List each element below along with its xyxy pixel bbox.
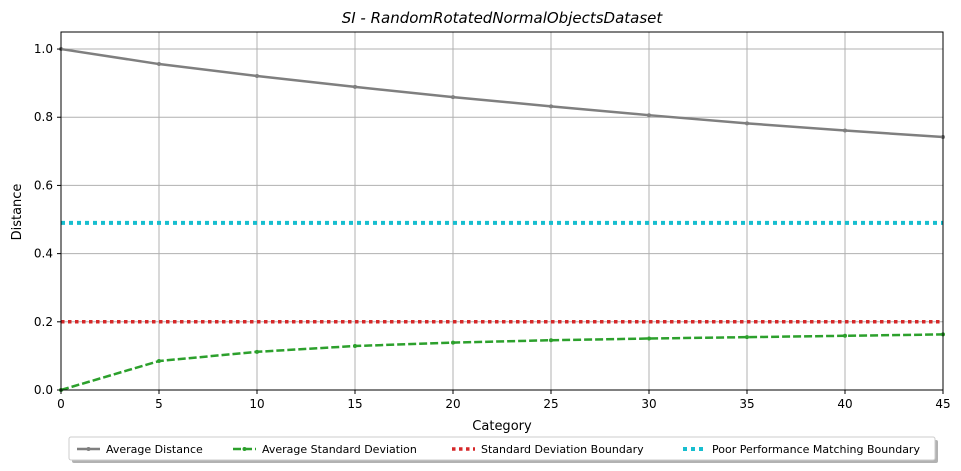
- x-tick-label: 35: [739, 397, 754, 411]
- plot-frame: [60, 31, 944, 391]
- data-point-average-distance: [353, 84, 357, 89]
- x-tick-label: 45: [935, 397, 950, 411]
- series-line-average-distance: [59, 47, 945, 139]
- x-tick-label: 25: [543, 397, 558, 411]
- data-point-average-standard-deviation: [647, 336, 651, 341]
- legend-marker-average-distance: [86, 447, 91, 451]
- data-point-average-distance: [451, 95, 455, 100]
- data-point-average-distance: [549, 104, 553, 109]
- data-point-average-standard-deviation: [157, 359, 161, 364]
- x-tick-label: 40: [837, 397, 852, 411]
- data-point-average-distance: [843, 128, 847, 133]
- data-point-average-standard-deviation: [255, 349, 259, 354]
- y-tick-label: 0.6: [34, 178, 53, 192]
- x-tick-label: 30: [641, 397, 656, 411]
- y-tick-label: 0.4: [34, 247, 53, 261]
- x-tick-label: 5: [155, 397, 163, 411]
- legend-label-poor-performance-matching-boundary: Poor Performance Matching Boundary: [712, 443, 920, 456]
- data-point-average-distance: [745, 121, 749, 126]
- legend-label-average-standard-deviation: Average Standard Deviation: [262, 443, 417, 456]
- chart-title: SI - RandomRotatedNormalObjectsDataset: [342, 9, 664, 27]
- data-point-average-standard-deviation: [353, 344, 357, 349]
- data-point-average-distance: [255, 73, 259, 78]
- legend-marker-average-standard-deviation: [242, 447, 247, 451]
- legend: Average Distance Average Standard Deviati…: [68, 436, 938, 463]
- x-tick-label: 0: [57, 397, 65, 411]
- y-axis-label: Distance: [10, 184, 25, 241]
- x-axis-label: Category: [472, 419, 532, 434]
- y-tick-label: 1.0: [34, 42, 53, 56]
- data-point-average-distance: [647, 113, 651, 118]
- legend-box: [68, 436, 936, 461]
- data-point-average-standard-deviation: [549, 338, 553, 343]
- y-tick-label: 0.2: [34, 315, 53, 329]
- data-point-average-standard-deviation: [843, 333, 847, 338]
- y-axis: 0.0 0.2 0.4 0.6 0.8 1.0: [34, 42, 61, 397]
- legend-items: Average Distance Average Standard Deviati…: [77, 443, 920, 456]
- x-tick-label: 20: [445, 397, 460, 411]
- x-axis: 0 5 10 15 20 25 30 35 40 45: [57, 390, 951, 411]
- legend-label-average-distance: Average Distance: [106, 443, 203, 456]
- y-tick-label: 0.0: [34, 383, 53, 397]
- data-point-average-standard-deviation: [745, 335, 749, 340]
- data-point-average-distance: [157, 62, 161, 67]
- x-tick-label: 10: [249, 397, 264, 411]
- series-line-average-standard-deviation: [60, 333, 944, 392]
- y-tick-label: 0.8: [34, 110, 53, 124]
- x-tick-label: 15: [347, 397, 362, 411]
- series-layer: [59, 47, 945, 392]
- data-point-average-standard-deviation: [451, 340, 455, 345]
- legend-label-standard-deviation-boundary: Standard Deviation Boundary: [481, 443, 644, 456]
